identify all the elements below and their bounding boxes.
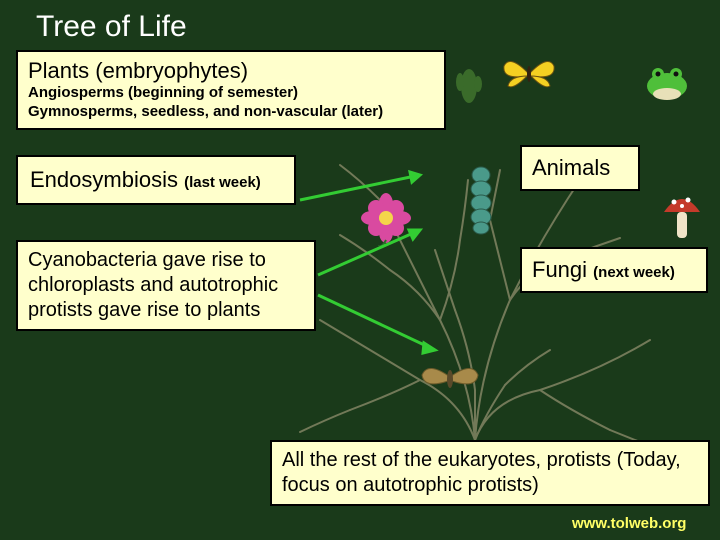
organism-frog xyxy=(638,60,696,104)
organism-cactus xyxy=(454,56,484,104)
organism-mushroom xyxy=(660,190,704,244)
box-protists: All the rest of the eukaryotes, protists… xyxy=(270,440,710,506)
box-plants: Plants (embryophytes) Angiosperms (begin… xyxy=(16,50,446,130)
box-cyano-text: Cyanobacteria gave rise to chloroplasts … xyxy=(28,248,304,323)
box-fungi: Fungi (next week) xyxy=(520,247,708,293)
organism-flower xyxy=(358,190,414,246)
box-protists-text: All the rest of the eukaryotes, protists… xyxy=(282,448,698,498)
organism-butterfly xyxy=(500,52,558,96)
box-endo-title: Endosymbiosis xyxy=(30,167,184,192)
page-title: Tree of Life xyxy=(36,10,187,44)
box-animals: Animals xyxy=(520,145,640,191)
box-plants-sub: Angiosperms (beginning of semester) Gymn… xyxy=(28,84,434,122)
box-animals-title: Animals xyxy=(532,155,628,181)
organism-caterpillar xyxy=(466,165,496,235)
box-cyanobacteria: Cyanobacteria gave rise to chloroplasts … xyxy=(16,240,316,331)
box-fungi-note: (next week) xyxy=(593,264,675,281)
box-fungi-title: Fungi xyxy=(532,257,593,282)
box-endosymbiosis: Endosymbiosis (last week) xyxy=(16,155,296,205)
box-endo-note: (last week) xyxy=(184,174,261,191)
organism-moth xyxy=(418,355,482,399)
source-url: www.tolweb.org xyxy=(572,515,686,532)
box-plants-title: Plants (embryophytes) xyxy=(28,58,434,84)
